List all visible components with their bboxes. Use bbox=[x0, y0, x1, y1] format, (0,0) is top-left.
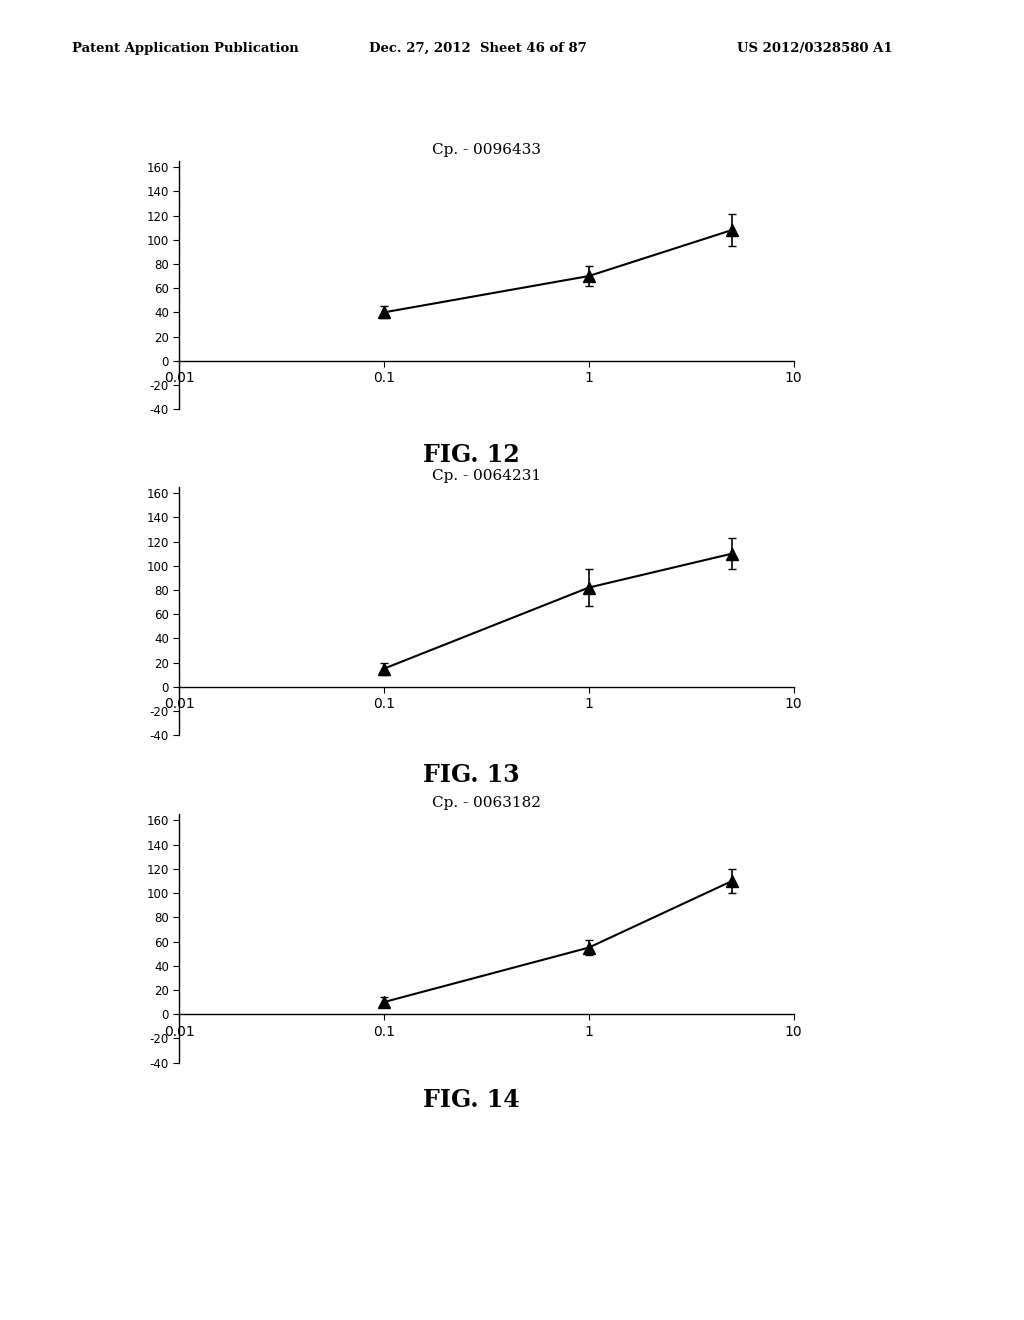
Title: Cp. - 0096433: Cp. - 0096433 bbox=[432, 143, 541, 157]
Text: FIG. 14: FIG. 14 bbox=[423, 1088, 519, 1111]
Text: FIG. 12: FIG. 12 bbox=[423, 444, 519, 467]
Text: Patent Application Publication: Patent Application Publication bbox=[72, 42, 298, 55]
Title: Cp. - 0063182: Cp. - 0063182 bbox=[432, 796, 541, 810]
Text: FIG. 13: FIG. 13 bbox=[423, 763, 519, 787]
Text: Dec. 27, 2012  Sheet 46 of 87: Dec. 27, 2012 Sheet 46 of 87 bbox=[369, 42, 587, 55]
Text: US 2012/0328580 A1: US 2012/0328580 A1 bbox=[737, 42, 893, 55]
Title: Cp. - 0064231: Cp. - 0064231 bbox=[432, 469, 541, 483]
